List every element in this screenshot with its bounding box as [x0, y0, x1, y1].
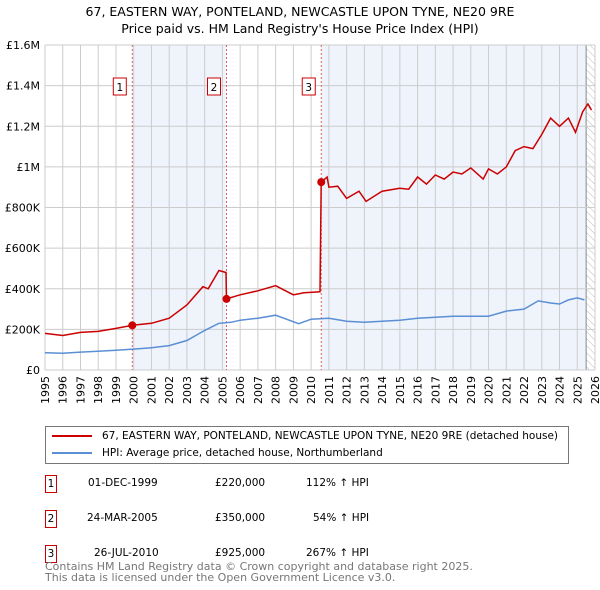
sale-date: 26-JUL-2010 [94, 547, 159, 559]
x-tick-label: 1997 [74, 376, 87, 404]
legend-label: 67, EASTERN WAY, PONTELAND, NEWCASTLE UP… [102, 430, 559, 442]
sale-badge: 1 [45, 475, 57, 493]
legend-item-hpi: HPI: Average price, detached house, Nort… [52, 447, 383, 459]
sale-row: 2 24-MAR-2005 £350,000 54% ↑ HPI [45, 510, 445, 528]
legend-label: HPI: Average price, detached house, Nort… [102, 447, 383, 459]
sale-label-box [207, 77, 221, 96]
sale-point [317, 178, 326, 187]
x-tick-label: 2010 [305, 376, 318, 404]
x-tick-label: 2000 [128, 376, 141, 404]
sale-row: 1 01-DEC-1999 £220,000 112% ↑ HPI [45, 475, 445, 493]
hpi-line [44, 297, 585, 355]
y-tick-label: £1.6M [6, 39, 40, 52]
sale-date: 24-MAR-2005 [87, 512, 158, 524]
legend: 67, EASTERN WAY, PONTELAND, NEWCASTLE UP… [45, 426, 569, 464]
y-tick-label: £1.4M [6, 80, 40, 93]
y-tick-label: £1.2M [6, 120, 40, 133]
x-tick-label: 1998 [92, 376, 105, 404]
x-tick-label: 2005 [216, 376, 229, 404]
x-tick-label: 2024 [554, 376, 567, 404]
x-tick-label: 2023 [536, 376, 549, 404]
legend-item-property: 67, EASTERN WAY, PONTELAND, NEWCASTLE UP… [52, 430, 558, 442]
x-tick-label: 1999 [110, 376, 123, 404]
legend-swatch-blue [52, 452, 92, 454]
x-tick-label: 2021 [500, 376, 513, 404]
x-tick-label: 2007 [252, 376, 265, 404]
x-tick-label: 2009 [287, 376, 300, 404]
sale-row: 3 26-JUL-2010 £925,000 267% ↑ HPI [45, 545, 445, 563]
sale-price: £220,000 [215, 477, 266, 489]
x-tick-label: 2022 [518, 376, 531, 404]
x-tick-label: 2006 [234, 376, 247, 404]
x-tick-label: 2013 [358, 376, 371, 404]
y-tick-label: £600K [5, 242, 41, 255]
x-tick-label: 2026 [589, 376, 600, 404]
x-tick-label: 2015 [394, 376, 407, 404]
plot-area: 1995 1996 1997 1998 1999 2000 2001 2002 2003 2004… [5, 39, 600, 404]
x-tick-label: 2014 [376, 376, 389, 404]
x-tick-label: 2025 [571, 376, 584, 404]
x-tick-label: 2003 [181, 376, 194, 404]
sale-hpi: 112% ↑ HPI [306, 477, 369, 489]
sale-badge: 3 [45, 545, 57, 563]
x-tick-label: 2016 [412, 376, 425, 404]
y-tick-label: £1M [17, 161, 41, 174]
x-tick-label: 2012 [341, 376, 354, 404]
sale-label-box [112, 77, 127, 96]
sale-label: 3 [305, 82, 312, 94]
x-tick-label: 2004 [199, 376, 212, 404]
x-tick-label: 2002 [163, 376, 176, 404]
chart-subtitle: Price paid vs. HM Land Registry's House … [121, 21, 479, 36]
property-price-line [44, 102, 593, 337]
sale-label: 1 [116, 82, 123, 94]
x-tick-label: 2017 [429, 376, 442, 404]
x-tick-label: 2019 [465, 376, 478, 404]
x-tick-label: 1995 [39, 376, 52, 404]
sale-price: £350,000 [215, 512, 266, 524]
sale-point [128, 321, 137, 330]
sale-hpi: 54% ↑ HPI [313, 512, 370, 524]
sale-point [222, 294, 231, 303]
y-tick-label: £200K [5, 323, 41, 336]
x-tick-label: 2001 [145, 376, 158, 404]
x-tick-label: 1996 [57, 376, 70, 404]
sale-label: 2 [211, 82, 218, 94]
y-tick-label: £400K [5, 283, 41, 296]
chart-title: 67, EASTERN WAY, PONTELAND, NEWCASTLE UP… [85, 4, 515, 19]
sale-hpi: 267% ↑ HPI [306, 547, 369, 559]
footer-copyright: Contains HM Land Registry data © Crown c… [45, 560, 473, 573]
x-tick-label: 2008 [270, 376, 283, 404]
sale-price: £925,000 [215, 547, 266, 559]
y-tick-label: £0 [26, 364, 40, 377]
x-tick-label: 2011 [323, 376, 336, 404]
x-tick-label: 2018 [447, 376, 460, 404]
footer-licence: This data is licensed under the Open Gov… [45, 571, 396, 584]
legend-swatch-red [52, 435, 92, 437]
sale-label-box [301, 77, 316, 96]
sale-badge: 2 [45, 510, 57, 528]
sale-date: 01-DEC-1999 [88, 477, 158, 489]
y-tick-label: £800K [5, 202, 41, 215]
x-tick-label: 2020 [483, 376, 496, 404]
